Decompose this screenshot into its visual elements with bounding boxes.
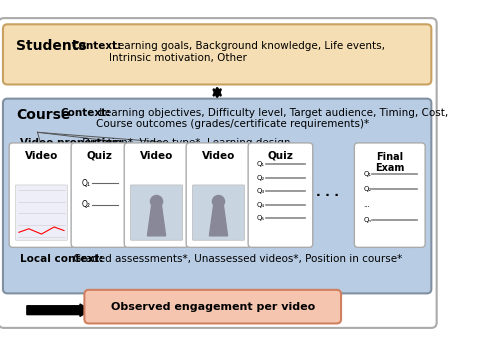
Text: Course: Course	[16, 108, 71, 121]
Text: ...: ...	[363, 202, 370, 208]
Text: Q₃: Q₃	[257, 188, 265, 194]
Text: Observed engagement per video: Observed engagement per video	[110, 302, 315, 312]
Text: Context:: Context:	[60, 108, 111, 118]
Text: Q₁: Q₁	[363, 171, 371, 177]
Text: Qₙ: Qₙ	[363, 217, 371, 224]
FancyBboxPatch shape	[84, 290, 341, 324]
FancyBboxPatch shape	[248, 143, 313, 247]
FancyBboxPatch shape	[3, 99, 432, 293]
FancyBboxPatch shape	[9, 143, 74, 247]
FancyBboxPatch shape	[124, 143, 189, 247]
Text: Q₁: Q₁	[257, 161, 265, 167]
Text: Duration*, Video type*, Learning design: Duration*, Video type*, Learning design	[79, 138, 291, 148]
FancyBboxPatch shape	[355, 143, 425, 247]
Text: Q₅: Q₅	[257, 216, 265, 221]
Text: Q₄: Q₄	[257, 202, 265, 208]
Text: Learning objectives, Difficulty level, Target audience, Timing, Cost,
Course out: Learning objectives, Difficulty level, T…	[96, 108, 448, 129]
Polygon shape	[147, 207, 165, 236]
Text: Q₂: Q₂	[257, 175, 265, 181]
FancyBboxPatch shape	[186, 143, 251, 247]
Circle shape	[213, 195, 224, 208]
FancyBboxPatch shape	[3, 24, 432, 84]
Text: Q₂: Q₂	[82, 200, 91, 209]
Text: Video properties:: Video properties:	[20, 138, 122, 148]
FancyBboxPatch shape	[192, 185, 245, 240]
Text: Video: Video	[140, 151, 173, 161]
Text: Quiz: Quiz	[86, 151, 112, 161]
FancyArrow shape	[27, 304, 91, 316]
FancyBboxPatch shape	[131, 185, 183, 240]
Text: Q₁: Q₁	[82, 179, 91, 188]
Text: Students: Students	[16, 39, 87, 53]
Text: · · ·: · · ·	[316, 189, 339, 202]
Text: Learning goals, Background knowledge, Life events,
Intrinsic motivation, Other: Learning goals, Background knowledge, Li…	[109, 41, 385, 63]
FancyBboxPatch shape	[0, 18, 436, 328]
Circle shape	[150, 195, 163, 208]
FancyBboxPatch shape	[71, 143, 127, 247]
Text: Context:: Context:	[71, 41, 121, 51]
Text: Graded assessments*, Unassessed videos*, Position in course*: Graded assessments*, Unassessed videos*,…	[70, 254, 403, 264]
Text: Video: Video	[25, 151, 58, 161]
Text: Local context:: Local context:	[20, 254, 103, 264]
Text: Q₂: Q₂	[363, 186, 372, 192]
Text: Video: Video	[202, 151, 235, 161]
Text: Final
Exam: Final Exam	[375, 152, 405, 173]
FancyBboxPatch shape	[15, 185, 68, 240]
Text: Quiz: Quiz	[268, 151, 294, 161]
Polygon shape	[209, 207, 227, 236]
